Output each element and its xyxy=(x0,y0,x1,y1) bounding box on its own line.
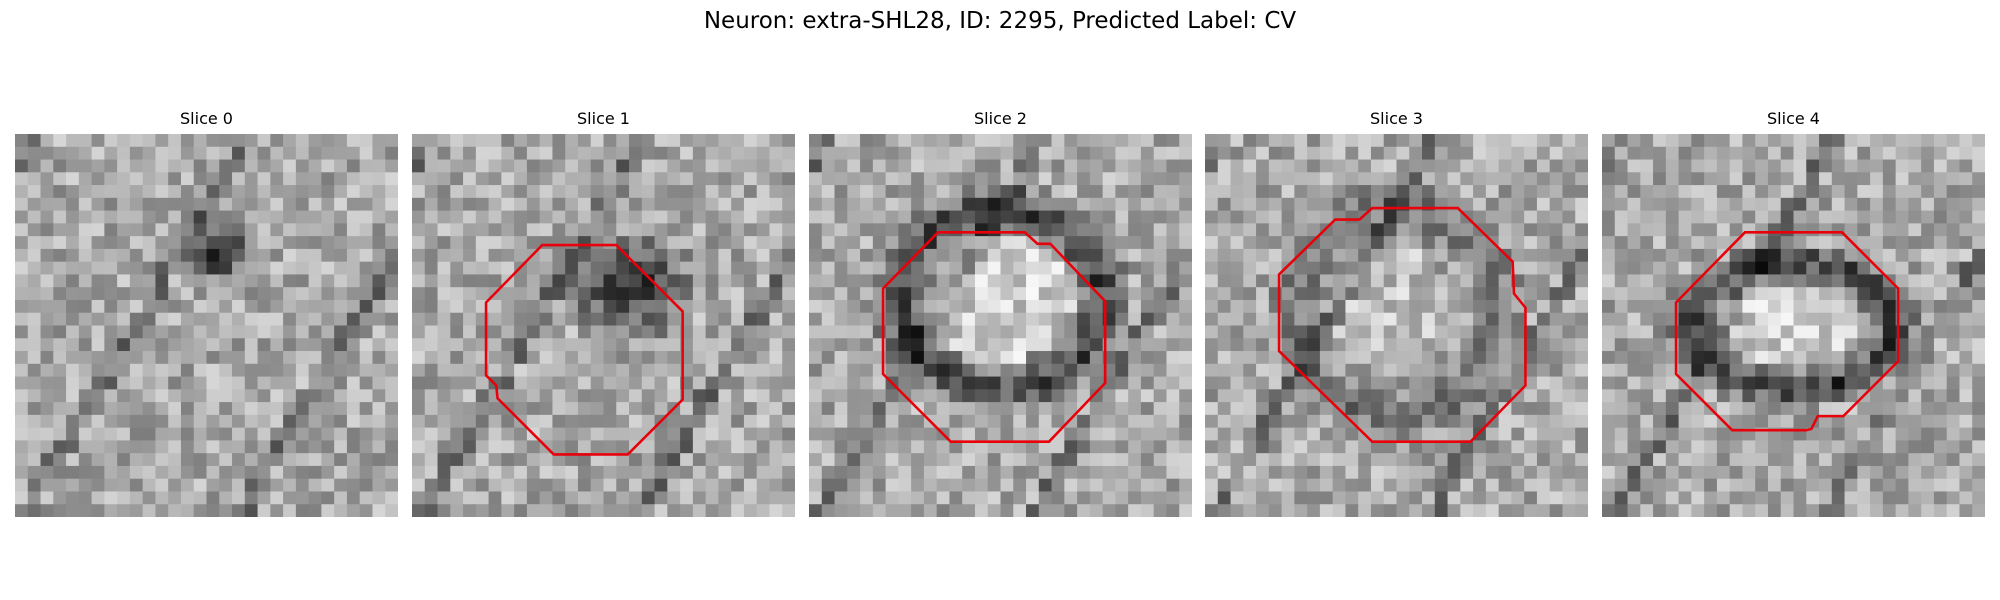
slice-image xyxy=(1205,134,1588,517)
panel-title: Slice 0 xyxy=(180,109,233,128)
panel-title: Slice 1 xyxy=(577,109,630,128)
slice-image xyxy=(412,134,795,517)
slice-image xyxy=(15,134,398,517)
contour xyxy=(1277,206,1527,443)
contour xyxy=(484,243,684,456)
panel-title: Slice 2 xyxy=(974,109,1027,128)
panel-title: Slice 4 xyxy=(1767,109,1820,128)
contour xyxy=(881,231,1107,443)
contour xyxy=(1674,231,1900,432)
figure-title: Neuron: extra-SHL28, ID: 2295, Predicted… xyxy=(703,8,1297,34)
slice-image xyxy=(1602,134,1985,517)
panel-title: Slice 3 xyxy=(1370,109,1423,128)
slice-image xyxy=(809,134,1192,517)
